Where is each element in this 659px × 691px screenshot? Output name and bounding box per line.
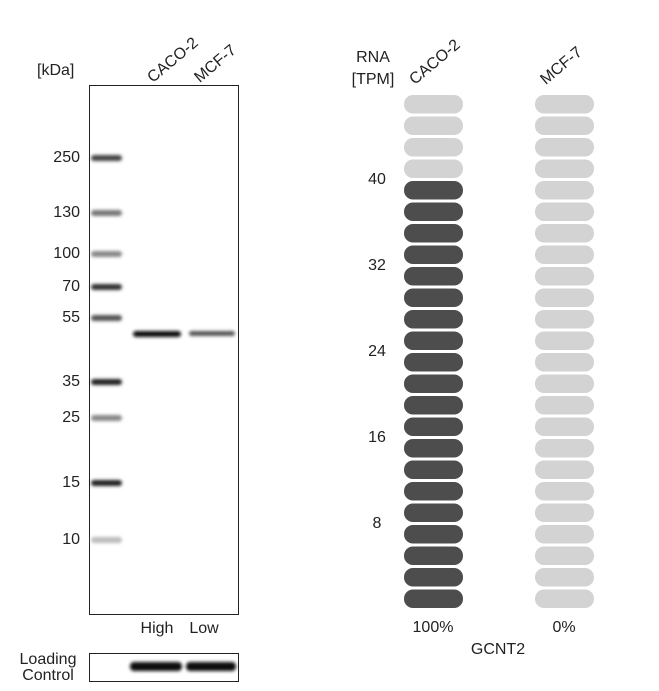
marker-label: 130	[53, 204, 80, 221]
pill	[404, 503, 463, 522]
blot-frame	[89, 85, 239, 615]
ladder-band	[91, 251, 122, 257]
rna-axis-label: RNA	[356, 49, 390, 66]
lane-level: High	[141, 620, 174, 637]
ladder-band	[91, 379, 122, 385]
pill	[535, 525, 594, 544]
pill	[404, 245, 463, 264]
pill	[404, 353, 463, 372]
marker-label: 15	[62, 474, 80, 491]
rna-axis-label: [TPM]	[352, 71, 395, 88]
pill	[535, 417, 594, 436]
sample-percent: 100%	[413, 619, 454, 636]
ladder-band	[91, 210, 122, 216]
pill	[404, 482, 463, 501]
rna-tick-label: 16	[368, 429, 386, 446]
rna-tick-label: 32	[368, 257, 386, 274]
pill	[535, 396, 594, 415]
pill	[404, 568, 463, 587]
unit-label: [kDa]	[37, 62, 74, 79]
lane-label: CACO-2	[144, 34, 201, 86]
sample-percent: 0%	[552, 619, 575, 636]
pill	[404, 396, 463, 415]
pill	[535, 546, 594, 565]
pill	[404, 202, 463, 221]
ladder-band	[91, 315, 122, 321]
pill	[404, 310, 463, 329]
gene-name: GCNT2	[471, 641, 525, 658]
band	[189, 331, 235, 336]
pill	[535, 353, 594, 372]
pill	[535, 439, 594, 458]
pill	[404, 288, 463, 307]
loading-label: Loading	[20, 651, 77, 668]
pill	[535, 181, 594, 200]
pill	[535, 460, 594, 479]
pill	[404, 138, 463, 157]
ladder-band	[91, 415, 122, 421]
pill	[535, 267, 594, 286]
band	[133, 331, 181, 337]
pill	[404, 116, 463, 135]
pill	[535, 310, 594, 329]
pill	[404, 374, 463, 393]
pill	[404, 546, 463, 565]
ladder-band	[91, 537, 122, 543]
pill	[404, 589, 463, 608]
marker-label: 10	[62, 531, 80, 548]
ladder-band	[91, 284, 122, 290]
pill	[535, 116, 594, 135]
pill	[535, 589, 594, 608]
pill	[404, 224, 463, 243]
rna-tick-label: 8	[373, 515, 382, 532]
pill	[535, 138, 594, 157]
rna-tick-label: 40	[368, 171, 386, 188]
pill	[535, 95, 594, 114]
pill	[404, 267, 463, 286]
marker-label: 25	[62, 409, 80, 426]
pill	[535, 202, 594, 221]
band	[130, 662, 182, 671]
pill	[535, 331, 594, 350]
marker-label: 250	[53, 149, 80, 166]
loading-label: Control	[22, 667, 74, 684]
marker-label: 55	[62, 309, 80, 326]
ladder-band	[91, 480, 122, 486]
ladder	[91, 155, 122, 543]
pill	[404, 417, 463, 436]
rna-tick-label: 24	[368, 343, 386, 360]
pill	[535, 568, 594, 587]
pill	[535, 245, 594, 264]
pill	[535, 224, 594, 243]
pill	[535, 374, 594, 393]
pill	[404, 460, 463, 479]
sample-name: CACO-2	[406, 36, 463, 88]
marker-label: 100	[53, 245, 80, 262]
pill	[404, 525, 463, 544]
bands	[130, 331, 236, 671]
marker-label: 35	[62, 373, 80, 390]
lane-level: Low	[189, 620, 219, 637]
sample-name: MCF-7	[537, 44, 585, 89]
pill	[535, 503, 594, 522]
band	[186, 662, 236, 671]
rna-pills	[404, 95, 594, 608]
pill	[404, 331, 463, 350]
pill	[535, 288, 594, 307]
pill	[404, 439, 463, 458]
marker-label: 70	[62, 278, 80, 295]
pill	[404, 181, 463, 200]
pill	[404, 159, 463, 178]
pill	[535, 159, 594, 178]
ladder-band	[91, 155, 122, 161]
pill	[535, 482, 594, 501]
pill	[404, 95, 463, 114]
